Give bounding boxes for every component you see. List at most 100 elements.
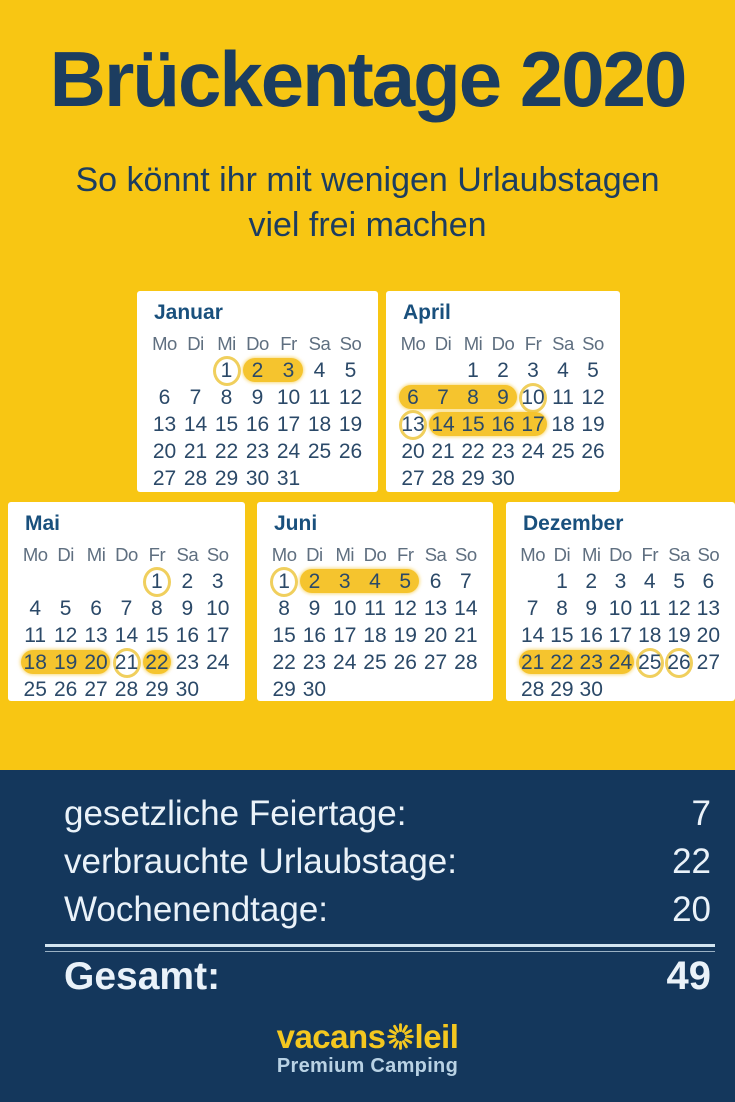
weekday-label: Mo bbox=[271, 544, 297, 565]
day-cell-empty bbox=[420, 676, 450, 703]
day-cell: 27 bbox=[423, 651, 448, 674]
calendar-week-row: 7 8 9 10 11 12 13 bbox=[518, 595, 723, 622]
weekday-label: So bbox=[582, 333, 604, 354]
day-cell: 14 bbox=[454, 597, 478, 620]
weekday-label: Mo bbox=[22, 544, 48, 565]
day-cell: 25 bbox=[23, 678, 47, 701]
day-cell: 20 bbox=[84, 651, 108, 674]
day-cell: 5 bbox=[673, 570, 685, 593]
day-cell: 10 bbox=[276, 386, 301, 409]
logo-text-prefix: vacans bbox=[276, 1018, 386, 1055]
highlight-circle bbox=[635, 647, 664, 678]
day-cell: 18 bbox=[307, 413, 332, 436]
weekday-label: Do bbox=[363, 544, 387, 565]
day-cell: 28 bbox=[183, 467, 208, 490]
day-cell-empty bbox=[398, 357, 428, 384]
weekday-label: Di bbox=[553, 544, 571, 565]
day-cell: 25 bbox=[307, 440, 332, 463]
day-cell: 2 bbox=[585, 570, 598, 593]
weekday-label: Mi bbox=[581, 544, 601, 565]
day-cell: 27 bbox=[84, 678, 108, 701]
day-cell-empty bbox=[304, 465, 335, 492]
day-cell: 18 bbox=[363, 624, 387, 647]
summary-rows: gesetzliche Feiertage: 7 verbrauchte Url… bbox=[0, 770, 735, 938]
summary-value: 7 bbox=[691, 794, 711, 833]
day-cell-empty bbox=[50, 568, 80, 595]
day-cell-empty bbox=[330, 676, 360, 703]
total-label: Gesamt: bbox=[64, 955, 221, 998]
day-cell: 22 bbox=[214, 440, 239, 463]
day-cell: 24 bbox=[333, 651, 357, 674]
day-cell: 18 bbox=[551, 413, 575, 436]
day-cell: 4 bbox=[643, 570, 656, 593]
day-cell: 1 bbox=[151, 570, 163, 593]
weekday-label: Di bbox=[306, 544, 323, 565]
calendar-week-row: 14 15 16 17 18 19 20 bbox=[518, 622, 723, 649]
day-cell: 24 bbox=[608, 651, 633, 674]
weekday-label: Do bbox=[491, 333, 515, 354]
weekday-label: Mo bbox=[400, 333, 426, 354]
summary-row-feiertage: gesetzliche Feiertage: 7 bbox=[64, 794, 711, 842]
highlight-pill bbox=[142, 650, 172, 674]
day-cell: 11 bbox=[308, 386, 331, 409]
calendar-month-title: Dezember bbox=[523, 512, 624, 535]
weekday-label: Mi bbox=[86, 544, 106, 565]
day-cell: 30 bbox=[491, 467, 515, 490]
day-cell: 28 bbox=[431, 467, 455, 490]
calendar-week-row: 6 7 8 9 10 11 12 bbox=[149, 384, 366, 411]
day-cell: 6 bbox=[429, 570, 442, 593]
highlight-pill bbox=[300, 569, 420, 593]
day-cell: 2 bbox=[497, 359, 509, 382]
day-cell: 15 bbox=[214, 413, 239, 436]
day-cell: 3 bbox=[282, 359, 295, 382]
day-cell-empty bbox=[518, 465, 548, 492]
weekday-label: Sa bbox=[308, 333, 331, 354]
weekday-label: Mi bbox=[217, 333, 236, 354]
weekday-header-row: Mo Di Mi Do Fr Sa So bbox=[20, 542, 233, 568]
day-cell: 6 bbox=[158, 386, 171, 409]
day-cell-empty bbox=[635, 676, 664, 703]
day-cell: 14 bbox=[114, 624, 139, 647]
day-cell: 7 bbox=[189, 386, 202, 409]
day-cell: 2 bbox=[251, 359, 264, 382]
summary-label: gesetzliche Feiertage: bbox=[64, 794, 407, 833]
day-cell: 13 bbox=[696, 597, 720, 620]
day-cell: 28 bbox=[454, 651, 478, 674]
day-cell: 26 bbox=[581, 440, 605, 463]
weekday-label: Fr bbox=[148, 544, 166, 565]
weekday-label: So bbox=[339, 333, 362, 354]
day-cell: 19 bbox=[667, 624, 691, 647]
weekday-label: Sa bbox=[552, 333, 574, 354]
day-cell: 7 bbox=[437, 386, 449, 409]
day-cell: 25 bbox=[363, 651, 387, 674]
day-cell: 10 bbox=[521, 386, 545, 409]
day-cell: 23 bbox=[245, 440, 270, 463]
weekday-header-row: Mo Di Mi Do Fr Sa So bbox=[518, 542, 723, 568]
day-cell: 17 bbox=[206, 624, 230, 647]
highlight-pill bbox=[21, 650, 111, 674]
day-cell: 2 bbox=[181, 570, 194, 593]
subtitle-line-2: viel frei machen bbox=[248, 205, 487, 244]
highlight-pill bbox=[519, 650, 635, 674]
day-cell: 9 bbox=[585, 597, 598, 620]
day-cell: 1 bbox=[220, 359, 233, 382]
day-cell: 14 bbox=[431, 413, 455, 436]
day-cell: 27 bbox=[696, 651, 720, 674]
sun-icon bbox=[386, 1023, 414, 1050]
day-cell: 7 bbox=[526, 597, 539, 620]
day-cell: 10 bbox=[206, 597, 230, 620]
day-cell: 3 bbox=[338, 570, 351, 593]
day-cell: 24 bbox=[206, 651, 230, 674]
calendar-month-title: Januar bbox=[154, 301, 223, 324]
day-cell: 8 bbox=[151, 597, 163, 620]
day-cell: 3 bbox=[211, 570, 224, 593]
day-cell: 21 bbox=[114, 651, 139, 674]
summary-label: Wochenendtage: bbox=[64, 890, 329, 929]
day-cell: 4 bbox=[313, 359, 326, 382]
day-cell-empty bbox=[81, 568, 111, 595]
day-cell: 4 bbox=[557, 359, 569, 382]
weekday-label: Di bbox=[434, 333, 452, 354]
